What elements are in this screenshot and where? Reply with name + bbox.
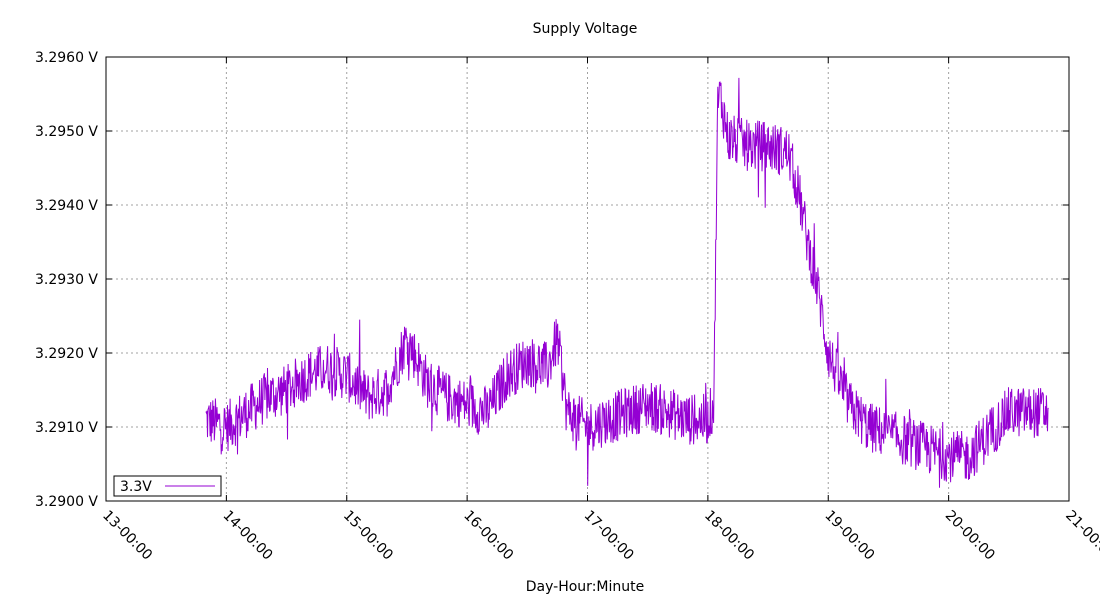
series-line-3v3 — [205, 77, 1049, 488]
x-tick-label: 19-00:00 — [821, 508, 877, 564]
x-tick-label: 16-00:00 — [460, 508, 516, 564]
legend: 3.3V — [113, 475, 222, 497]
series-layer — [205, 77, 1049, 488]
y-tick-label: 3.2950 V — [35, 124, 98, 140]
legend-label: 3.3V — [120, 479, 152, 495]
y-tick-label: 3.2930 V — [35, 272, 98, 288]
grid-lines — [106, 57, 1069, 501]
x-tick-label: 17-00:00 — [581, 508, 637, 564]
x-tick-label: 13-00:00 — [99, 508, 155, 564]
x-tick-label: 15-00:00 — [340, 508, 396, 564]
x-tick-labels: 13-00:00 14-00:00 15-00:00 16-00:00 17-00:00… — [99, 57, 1100, 564]
y-tick-labels: 3.2900 V 3.2910 V 3.2920 V 3.2930 V 3.2940 V… — [35, 50, 1069, 510]
x-axis-label: Day-Hour:Minute — [526, 579, 644, 595]
chart-title: Supply Voltage — [533, 21, 638, 37]
y-tick-label: 3.2960 V — [35, 50, 98, 66]
y-tick-label: 3.2920 V — [35, 346, 98, 362]
y-tick-label: 3.2940 V — [35, 198, 98, 214]
y-tick-label: 3.2910 V — [35, 420, 98, 436]
x-tick-label: 20-00:00 — [942, 508, 998, 564]
y-tick-label: 3.2900 V — [35, 494, 98, 510]
x-tick-label: 21-00:00 — [1062, 508, 1100, 564]
x-tick-label: 18-00:00 — [701, 508, 757, 564]
x-tick-label: 14-00:00 — [220, 508, 276, 564]
